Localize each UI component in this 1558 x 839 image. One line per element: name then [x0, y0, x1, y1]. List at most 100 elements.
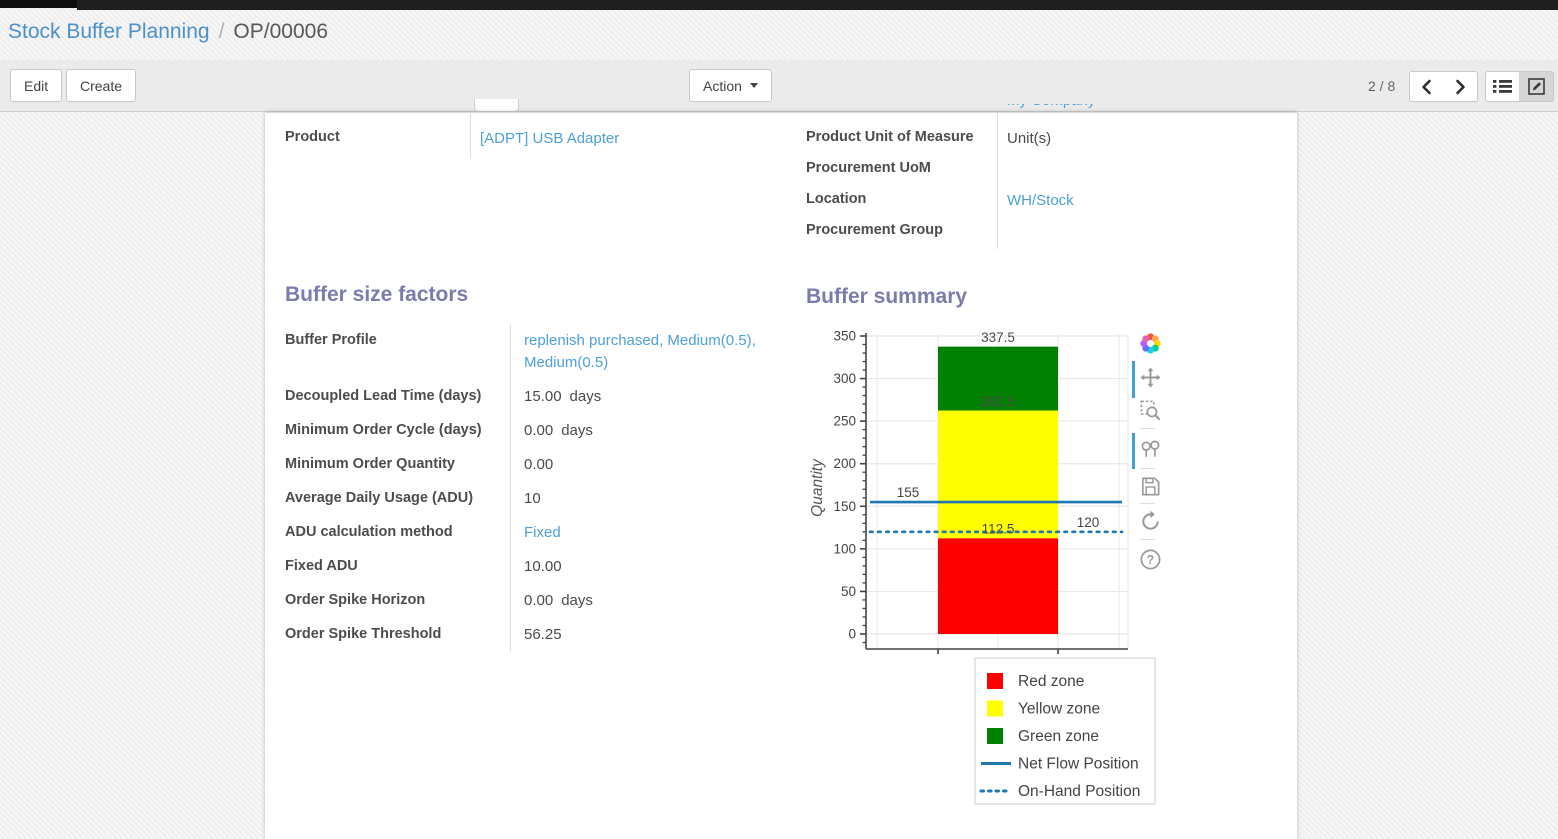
clipped-company-value: My Company [1007, 104, 1167, 112]
field-unit-suffix: days [561, 592, 593, 609]
modebar-separator [1140, 539, 1155, 540]
field-unit-suffix: days [561, 422, 593, 439]
breadcrumb-current: OP/00006 [233, 20, 328, 43]
field-row: Procurement UoM [806, 156, 1296, 187]
field-label: Fixed ADU [285, 558, 358, 574]
zoom-box-icon [1140, 400, 1160, 420]
field-value: replenish purchased, Medium(0.5), Medium… [510, 324, 769, 380]
field-row: Product Unit of Measure Unit(s) [806, 125, 1296, 156]
breadcrumb: Stock Buffer Planning / OP/00006 [8, 20, 328, 44]
modebar-zoom-box-button[interactable] [1137, 397, 1163, 423]
field-label: Procurement Group [806, 222, 943, 238]
modebar-compare-hover-button[interactable] [1137, 436, 1163, 462]
svg-text:120: 120 [1077, 515, 1100, 530]
help-icon: ? [1140, 549, 1160, 569]
field-label: Product [285, 129, 340, 145]
edit-form-icon [1527, 78, 1545, 95]
reset-axes-icon [1141, 510, 1159, 530]
field-value [997, 156, 1296, 187]
svg-text:337.5: 337.5 [981, 330, 1015, 345]
field-label: Buffer Profile [285, 332, 377, 348]
modebar-separator [1140, 503, 1155, 504]
svg-text:100: 100 [833, 541, 856, 556]
modebar-reset-axes-button[interactable] [1137, 508, 1163, 534]
stacked-zone-bar[interactable] [938, 346, 1058, 634]
pan-icon [1139, 366, 1161, 388]
field-value: 0.00 days [510, 584, 769, 618]
modebar-active-indicator [1132, 433, 1135, 469]
field-label: Average Daily Usage (ADU) [285, 490, 474, 506]
legend-item-on-hand-position[interactable]: On-Hand Position [979, 783, 1140, 800]
field-row: Location WH/Stock [806, 187, 1296, 218]
legend-item-yellow-zone[interactable]: Yellow zone [987, 700, 1100, 718]
pager-previous-button[interactable] [1409, 71, 1444, 102]
create-button[interactable]: Create [66, 69, 137, 102]
field-value: 56.25 [510, 618, 769, 652]
action-dropdown-label: Action [703, 77, 742, 94]
svg-text:Net Flow Position: Net Flow Position [1018, 756, 1139, 773]
edit-button[interactable]: Edit [10, 69, 63, 102]
field-value: 0.00 days [510, 414, 769, 448]
field-value-link[interactable]: WH/Stock [1007, 192, 1074, 209]
buffer-chart-svg[interactable]: 0 50 100 150 200 250 300 350 Quantity 155 120 112.5… [800, 321, 1170, 821]
modebar-pan-button[interactable] [1137, 364, 1163, 390]
modebar-separator [1140, 468, 1155, 469]
field-row: Minimum Order Quantity 0.00 [285, 448, 782, 482]
field-value [997, 218, 1296, 249]
modebar-help-button[interactable]: ? [1137, 546, 1163, 572]
on-hand-position-line: 120 [868, 515, 1124, 534]
chart-axes: 0 50 100 150 200 250 300 350 Quantity [809, 329, 1128, 654]
field-label: Procurement UoM [806, 160, 931, 176]
svg-text:0: 0 [848, 627, 856, 642]
field-label: ADU calculation method [285, 524, 453, 540]
field-row: Average Daily Usage (ADU) 10 [285, 482, 782, 516]
buffer-size-factors-table: Buffer Profile replenish purchased, Mediu… [285, 324, 782, 652]
field-label: Minimum Order Cycle (days) [285, 422, 482, 438]
field-unit-suffix: days [569, 388, 602, 405]
legend-item-red-zone[interactable]: Red zone [987, 673, 1084, 690]
legend-item-green-zone[interactable]: Green zone [987, 728, 1099, 745]
field-divider [997, 113, 998, 249]
header-fields-left: Product [ADPT] USB Adapter [285, 113, 785, 159]
svg-text:?: ? [1146, 552, 1154, 566]
form-sheet: Product [ADPT] USB Adapter Product Unit o… [265, 112, 1297, 839]
plotly-logo-icon[interactable] [1137, 330, 1163, 356]
field-row: Order Spike Threshold 56.25 [285, 618, 782, 652]
field-label: Location [806, 191, 867, 207]
field-label: Order Spike Horizon [285, 592, 426, 608]
legend-item-net-flow-position[interactable]: Net Flow Position [981, 756, 1139, 773]
field-value-link[interactable]: [ADPT] USB Adapter [480, 130, 620, 147]
field-value-link[interactable]: replenish purchased, Medium(0.5), Medium… [524, 332, 756, 371]
modebar-separator [1140, 428, 1155, 429]
buffer-summary-chart[interactable]: 0 50 100 150 200 250 300 350 Quantity 155 120 112.5… [800, 321, 1180, 839]
field-row: Order Spike Horizon 0.00 days [285, 584, 782, 618]
chart-modebar: ? [1132, 330, 1167, 590]
yellow-zone-bar-segment [938, 410, 1058, 539]
field-row: Product [ADPT] USB Adapter [285, 125, 785, 159]
svg-text:300: 300 [833, 371, 856, 386]
modebar-save-button[interactable] [1137, 473, 1163, 499]
chart-legend: Red zone Yellow zone Green zone Net Flow Po… [974, 657, 1156, 805]
breadcrumb-separator: / [218, 20, 225, 43]
svg-text:112.5: 112.5 [982, 522, 1015, 537]
action-dropdown-button[interactable]: Action [689, 69, 772, 102]
svg-text:Yellow zone: Yellow zone [1018, 701, 1100, 718]
field-row: Minimum Order Cycle (days) 0.00 days [285, 414, 782, 448]
compare-hover-icon [1140, 439, 1160, 457]
field-value-link[interactable]: Fixed [524, 524, 561, 541]
list-view-button[interactable] [1485, 71, 1520, 102]
form-view-button-active[interactable] [1519, 71, 1554, 102]
chevron-left-icon [1422, 79, 1431, 94]
svg-text:On-Hand Position: On-Hand Position [1018, 783, 1140, 800]
svg-text:150: 150 [833, 499, 856, 514]
field-divider [470, 113, 471, 159]
list-icon [1493, 80, 1512, 93]
svg-text:250: 250 [833, 414, 856, 429]
section-title-buffer-size-factors: Buffer size factors [285, 283, 469, 306]
pager-counter: 2 / 8 [1368, 78, 1396, 94]
green-zone-bar-segment [938, 346, 1058, 411]
clipped-dropdown-remnant [474, 99, 519, 112]
field-value: 0.00 [510, 448, 769, 482]
pager-next-button[interactable] [1443, 71, 1478, 102]
breadcrumb-parent-link[interactable]: Stock Buffer Planning [8, 20, 210, 43]
